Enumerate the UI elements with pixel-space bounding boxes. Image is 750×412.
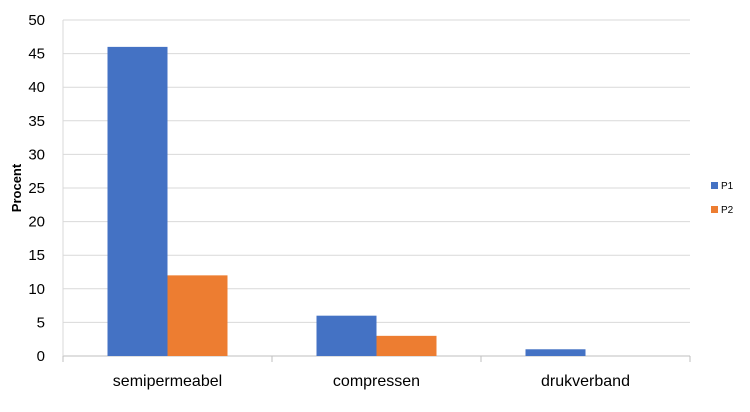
y-tick-labels: 0 5 10 15 20 25 30 35 40 45 50 xyxy=(28,12,45,365)
y-tick-label: 40 xyxy=(28,79,45,96)
y-tick-label: 25 xyxy=(28,180,45,197)
bar-p1-drukverband xyxy=(525,349,586,356)
legend-label-p2: P2 xyxy=(721,205,734,216)
y-axis-label: Procent xyxy=(9,163,24,212)
x-tick-labels: semipermeabel compressen drukverband xyxy=(113,373,630,390)
legend-swatch-p2 xyxy=(711,206,718,213)
x-tick-label: semipermeabel xyxy=(113,373,222,390)
bar-p2-compressen xyxy=(376,335,437,356)
y-tick-label: 45 xyxy=(28,46,45,63)
x-tick-label: compressen xyxy=(333,373,420,390)
x-tick-label: drukverband xyxy=(541,373,630,390)
legend-swatch-p1 xyxy=(711,182,718,189)
y-tick-label: 20 xyxy=(28,214,45,231)
y-tick-label: 15 xyxy=(28,247,45,264)
y-tick-label: 0 xyxy=(37,348,45,365)
bar-p1-compressen xyxy=(316,315,377,356)
y-tick-label: 5 xyxy=(37,314,45,331)
y-tick-label: 10 xyxy=(28,281,45,298)
y-tick-label: 50 xyxy=(28,12,45,29)
bars xyxy=(107,46,586,356)
bar-p1-semipermeabel xyxy=(107,46,168,356)
legend-label-p1: P1 xyxy=(721,181,734,192)
legend: P1 P2 xyxy=(711,181,734,216)
y-tick-label: 35 xyxy=(28,113,45,130)
bar-p2-semipermeabel xyxy=(167,275,228,356)
y-tick-label: 30 xyxy=(28,146,45,163)
